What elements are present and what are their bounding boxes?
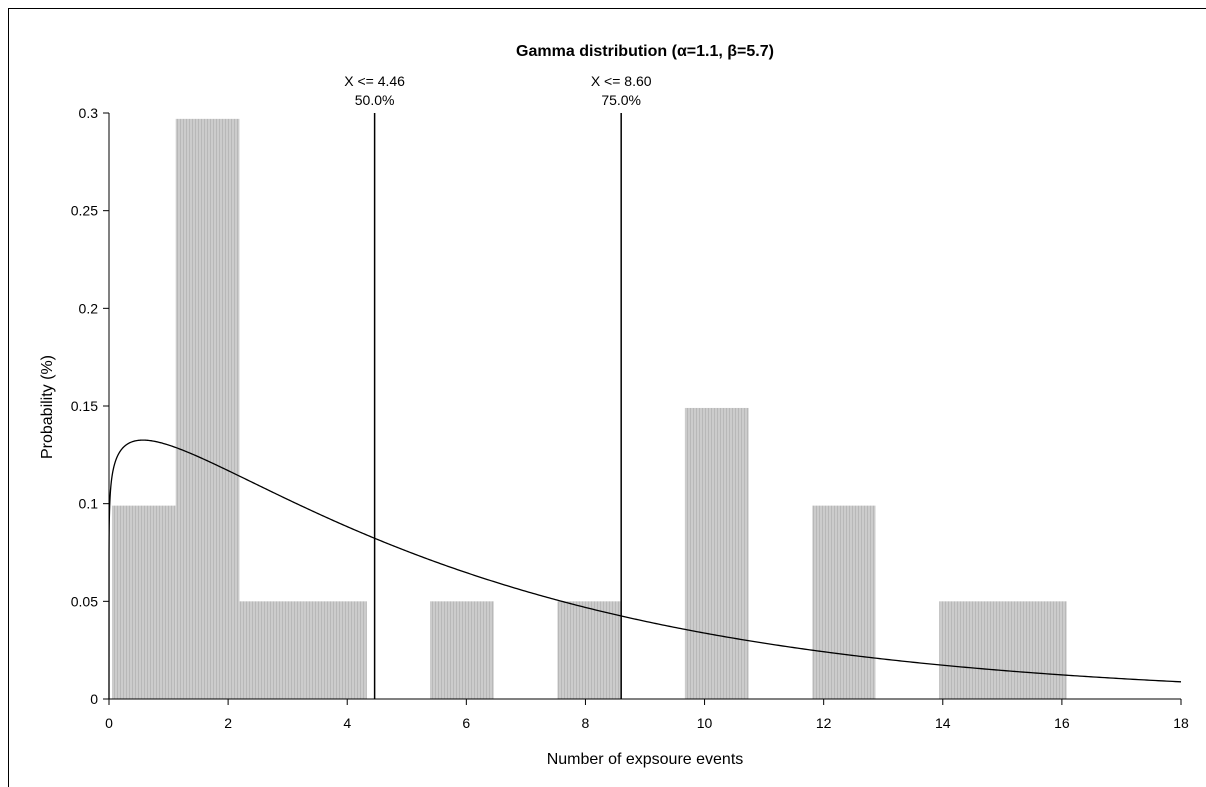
percentile-percent: 50.0% bbox=[355, 92, 395, 108]
axes: 0 0.05 0.1 0.15 0.2 0.25 0.3 0 2 4 6 8 10 12 14 16 18 bbox=[71, 105, 1189, 731]
x-tick-label: 12 bbox=[816, 715, 832, 731]
histogram-bar bbox=[684, 407, 749, 699]
y-axis-title: Probability (%) bbox=[39, 355, 56, 459]
y-tick-label: 0.25 bbox=[71, 203, 98, 219]
x-tick-label: 18 bbox=[1173, 715, 1189, 731]
percentile-percent: 75.0% bbox=[601, 92, 641, 108]
percentile-label: X <= 8.60 bbox=[591, 73, 652, 89]
chart-title: Gamma distribution (α=1.1, β=5.7) bbox=[516, 43, 774, 60]
x-tick-label: 14 bbox=[935, 715, 951, 731]
x-tick-label: 4 bbox=[343, 715, 351, 731]
histogram-bar bbox=[939, 601, 1003, 699]
x-tick-label: 10 bbox=[697, 715, 713, 731]
y-tick-label: 0.2 bbox=[79, 300, 99, 316]
y-tick-label: 0 bbox=[90, 691, 98, 707]
y-tick-label: 0.05 bbox=[71, 593, 98, 609]
histogram-bar bbox=[557, 601, 622, 699]
histogram-bar bbox=[430, 601, 494, 699]
histogram-bar bbox=[175, 118, 240, 700]
histogram-bar bbox=[111, 505, 176, 699]
chart-frame bbox=[8, 8, 1206, 787]
histogram-bar bbox=[239, 601, 304, 699]
histogram-bar bbox=[812, 505, 876, 699]
percentile-label: X <= 4.46 bbox=[344, 73, 405, 89]
x-tick-label: 16 bbox=[1054, 715, 1070, 731]
y-tick-label: 0.1 bbox=[79, 496, 99, 512]
y-tick-label: 0.3 bbox=[79, 105, 99, 121]
percentile-markers: X <= 4.46 50.0% X <= 8.60 75.0% bbox=[344, 73, 652, 699]
x-tick-label: 0 bbox=[105, 715, 113, 731]
y-tick-label: 0.15 bbox=[71, 398, 98, 414]
histogram-bar bbox=[1002, 601, 1067, 699]
histogram-bars bbox=[111, 118, 1067, 700]
histogram-bar bbox=[303, 601, 367, 699]
x-tick-label: 8 bbox=[582, 715, 590, 731]
x-tick-label: 2 bbox=[224, 715, 232, 731]
x-axis-title: Number of expsoure events bbox=[547, 751, 744, 768]
gamma-density-curve bbox=[108, 439, 1182, 700]
x-tick-label: 6 bbox=[462, 715, 470, 731]
